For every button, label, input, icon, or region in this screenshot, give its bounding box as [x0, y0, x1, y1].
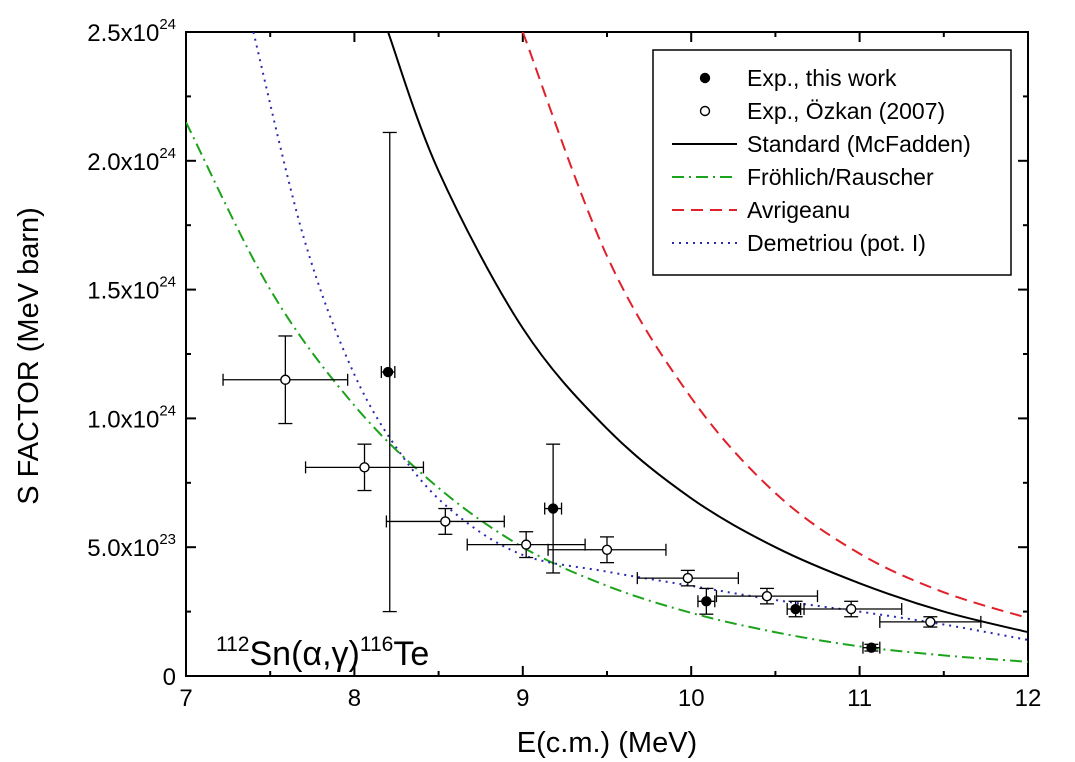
x-tick-label: 12 [1015, 685, 1042, 712]
axis-ticks [185, 31, 1029, 677]
y-tick-mantissa: 1.0x10 [87, 406, 159, 433]
curve-avrigeanu [521, 32, 1028, 619]
y-tick-mantissa: 2.0x10 [87, 149, 159, 176]
data-point-ozkan [601, 544, 613, 555]
y-tick-label: 2.5x1024 [87, 16, 176, 47]
data-points [222, 131, 982, 654]
x-tick-label: 8 [348, 685, 361, 712]
y-tick-label: 1.5x1024 [87, 274, 176, 305]
legend-label: Exp., Özkan (2007) [747, 98, 945, 124]
y-tick-label: 0 [163, 664, 176, 691]
data-point-this-work [382, 366, 394, 378]
data-point-ozkan [682, 572, 694, 584]
data-point-ozkan [359, 462, 370, 473]
y-axis-title: S FACTOR (MeV barn) [13, 207, 45, 505]
y-tick-exponent: 24 [159, 402, 176, 419]
x-axis-title: E(c.m.) (MeV) [517, 727, 697, 759]
data-point-ozkan [761, 590, 773, 602]
reaction-annotation: 112Sn(α,γ)116Te [216, 633, 429, 673]
legend-label: Fröhlich/Rauscher [747, 164, 934, 190]
x-tick-labels: 7 8 9 10 11 12 [179, 685, 1041, 712]
y-tick-label: 2.0x1024 [87, 145, 176, 176]
data-point-this-work [790, 603, 801, 615]
data-point-ozkan [925, 616, 936, 628]
y-tick-mantissa: 5.0x10 [87, 535, 159, 562]
y-tick-label: 5.0x1023 [87, 531, 176, 562]
y-tick-exponent: 23 [159, 531, 176, 548]
curve-standard-mcfadden [387, 32, 1028, 634]
data-point-ozkan [520, 539, 532, 550]
data-point-ozkan [845, 603, 857, 615]
x-tick-label: 11 [847, 685, 872, 712]
legend-marker [699, 72, 711, 84]
legend-label: Avrigeanu [747, 197, 850, 223]
data-point-ozkan [280, 374, 291, 385]
y-tick-mantissa: 0 [163, 664, 176, 691]
data-point-this-work [701, 596, 712, 607]
data-point-this-work [547, 503, 559, 514]
y-tick-labels: 05.0x10231.0x10241.5x10242.0x10242.5x102… [87, 16, 176, 691]
legend-label: Demetriou (pot. I) [747, 230, 926, 256]
y-tick-label: 1.0x1024 [87, 402, 176, 433]
legend: Exp., this work Exp., Özkan (2007) Standar… [652, 49, 1012, 276]
x-tick-label: 9 [516, 685, 529, 712]
y-tick-mantissa: 2.5x10 [87, 20, 159, 47]
y-tick-exponent: 24 [159, 145, 176, 162]
x-tick-label: 10 [678, 685, 705, 712]
data-point-ozkan [440, 516, 451, 527]
legend-label: Standard (McFadden) [747, 131, 971, 157]
y-tick-exponent: 24 [159, 16, 176, 33]
x-tick-label: 7 [179, 685, 192, 712]
data-point-this-work [866, 642, 877, 653]
legend-box [652, 49, 1012, 276]
y-tick-mantissa: 1.5x10 [87, 278, 159, 305]
y-tick-exponent: 24 [159, 274, 176, 291]
legend-marker [699, 105, 711, 117]
curve-demetriou-pot-i [252, 32, 1028, 641]
legend-label: Exp., this work [747, 65, 897, 91]
